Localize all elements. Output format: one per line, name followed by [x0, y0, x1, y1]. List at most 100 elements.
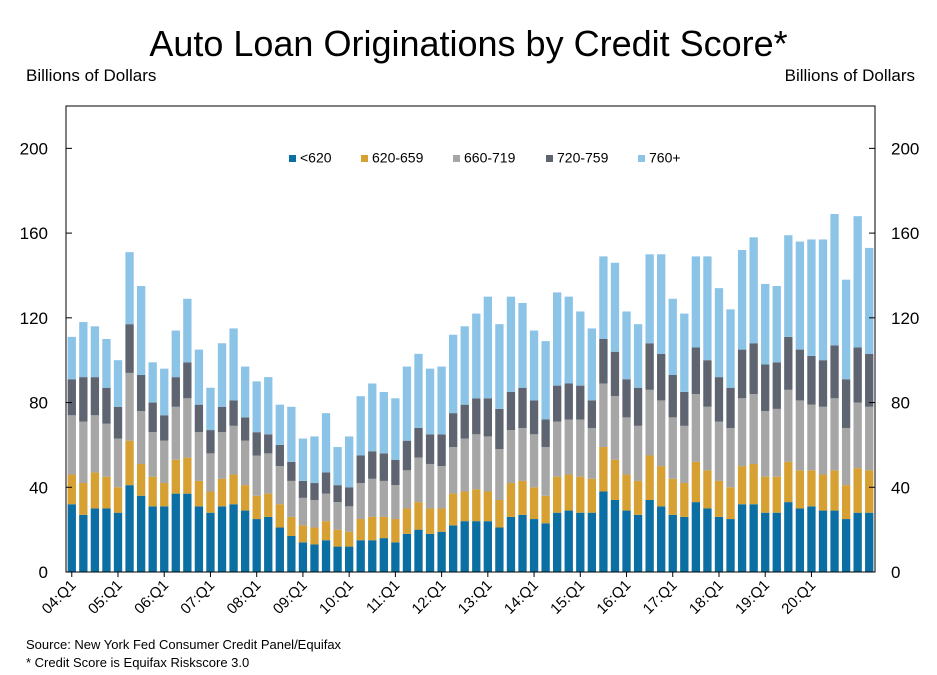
- bar-segment: [414, 529, 423, 572]
- bar-segment: [217, 506, 227, 572]
- bar-segment: [449, 334, 458, 414]
- bar-segment: [402, 366, 412, 441]
- bar-segment: [391, 398, 400, 460]
- bar-segment: [691, 502, 701, 572]
- bar-segment: [818, 406, 828, 475]
- bar-segment: [853, 512, 862, 572]
- bar-segment: [252, 495, 261, 520]
- bar-segment: [79, 514, 88, 572]
- bar-segment: [529, 330, 539, 401]
- y-tick-label-right: 80: [891, 394, 910, 413]
- bar-segment: [391, 542, 400, 572]
- bar-segment: [217, 432, 227, 479]
- bar-segment: [183, 298, 192, 363]
- bar-segment: [761, 512, 770, 572]
- bar-segment: [356, 455, 365, 484]
- bar-segment: [287, 535, 296, 572]
- bar-segment: [379, 538, 388, 572]
- bar-segment: [252, 519, 261, 572]
- x-tick-label: 10:Q1: [316, 577, 357, 618]
- bar-segment: [194, 432, 204, 481]
- bar-segment: [102, 508, 111, 572]
- bar-segment: [830, 470, 839, 511]
- bar-segment: [726, 309, 735, 388]
- bar-segment: [298, 480, 308, 498]
- bar-segment: [506, 516, 516, 572]
- bar-segment: [518, 387, 527, 428]
- source-note: Source: New York Fed Consumer Credit Pan…: [26, 637, 342, 652]
- bar-segment: [761, 411, 770, 477]
- y-tick-label-right: 160: [891, 224, 919, 243]
- bar-segment: [90, 377, 100, 416]
- legend-swatch: [453, 155, 460, 162]
- bar-segment: [807, 355, 816, 405]
- bar-segment: [368, 383, 377, 452]
- bar-segment: [240, 366, 250, 418]
- legend-label: 660-719: [464, 150, 516, 166]
- bar-segment: [737, 250, 747, 350]
- bar-segment: [495, 324, 504, 409]
- bar-segment: [194, 480, 204, 507]
- bar-segment: [553, 292, 562, 386]
- legend-swatch: [361, 155, 368, 162]
- bar-segment: [90, 472, 100, 509]
- bar-segment: [379, 391, 388, 454]
- bar-segment: [379, 453, 388, 481]
- bar-segment: [79, 483, 88, 515]
- bar-segment: [772, 286, 781, 363]
- bar-segment: [564, 474, 573, 511]
- bar-segment: [737, 398, 747, 467]
- x-tick-label: 07:Q1: [177, 577, 218, 618]
- bar-segment: [125, 372, 134, 441]
- bar-segment: [691, 347, 701, 395]
- bar-segment: [206, 430, 215, 454]
- bar-segment: [691, 256, 701, 348]
- bar-segment: [264, 434, 273, 454]
- bar-segment: [252, 381, 261, 433]
- bar-segment: [714, 480, 724, 517]
- bar-segment: [425, 368, 435, 435]
- bar-segment: [749, 463, 758, 505]
- bar-segment: [795, 349, 805, 401]
- bar-segment: [587, 328, 597, 401]
- bar-segment: [599, 256, 608, 339]
- bar-segment: [333, 529, 342, 547]
- bar-segment: [518, 302, 527, 388]
- bar-segment: [160, 506, 169, 572]
- bar-segment: [680, 391, 689, 426]
- bar-segment: [298, 525, 308, 543]
- legend-swatch: [638, 155, 645, 162]
- bar-segment: [460, 491, 469, 522]
- bar-segment: [495, 499, 504, 528]
- bar-segment: [703, 256, 712, 361]
- bar-segment: [506, 483, 516, 517]
- bar-segment: [518, 427, 527, 481]
- bar-segment: [368, 540, 377, 572]
- bar-segment: [807, 506, 816, 572]
- legend-label: 720-759: [557, 150, 609, 166]
- bar-segment: [136, 411, 146, 464]
- bar-segment: [125, 324, 134, 373]
- bar-segment: [795, 400, 805, 471]
- bar-segment: [645, 455, 654, 500]
- bar-segment: [344, 531, 354, 547]
- bar-segment: [344, 487, 354, 507]
- bar-segment: [414, 502, 423, 530]
- bar-segment: [495, 408, 504, 450]
- bar-segment: [622, 311, 631, 380]
- bar-segment: [252, 455, 261, 496]
- bar-segment: [402, 440, 412, 471]
- bar-segment: [217, 406, 227, 433]
- bar-segment: [506, 296, 516, 392]
- bar-segment: [368, 516, 377, 541]
- bar-segment: [113, 406, 123, 439]
- bar-segment: [610, 351, 620, 397]
- bar-segment: [379, 480, 388, 517]
- x-tick-label: 05:Q1: [85, 577, 126, 618]
- bar-segment: [749, 504, 758, 572]
- bar-segment: [853, 216, 862, 348]
- bar-segment: [125, 252, 134, 325]
- bar-segment: [680, 425, 689, 484]
- bar-segment: [113, 360, 123, 407]
- bar-segment: [818, 474, 828, 511]
